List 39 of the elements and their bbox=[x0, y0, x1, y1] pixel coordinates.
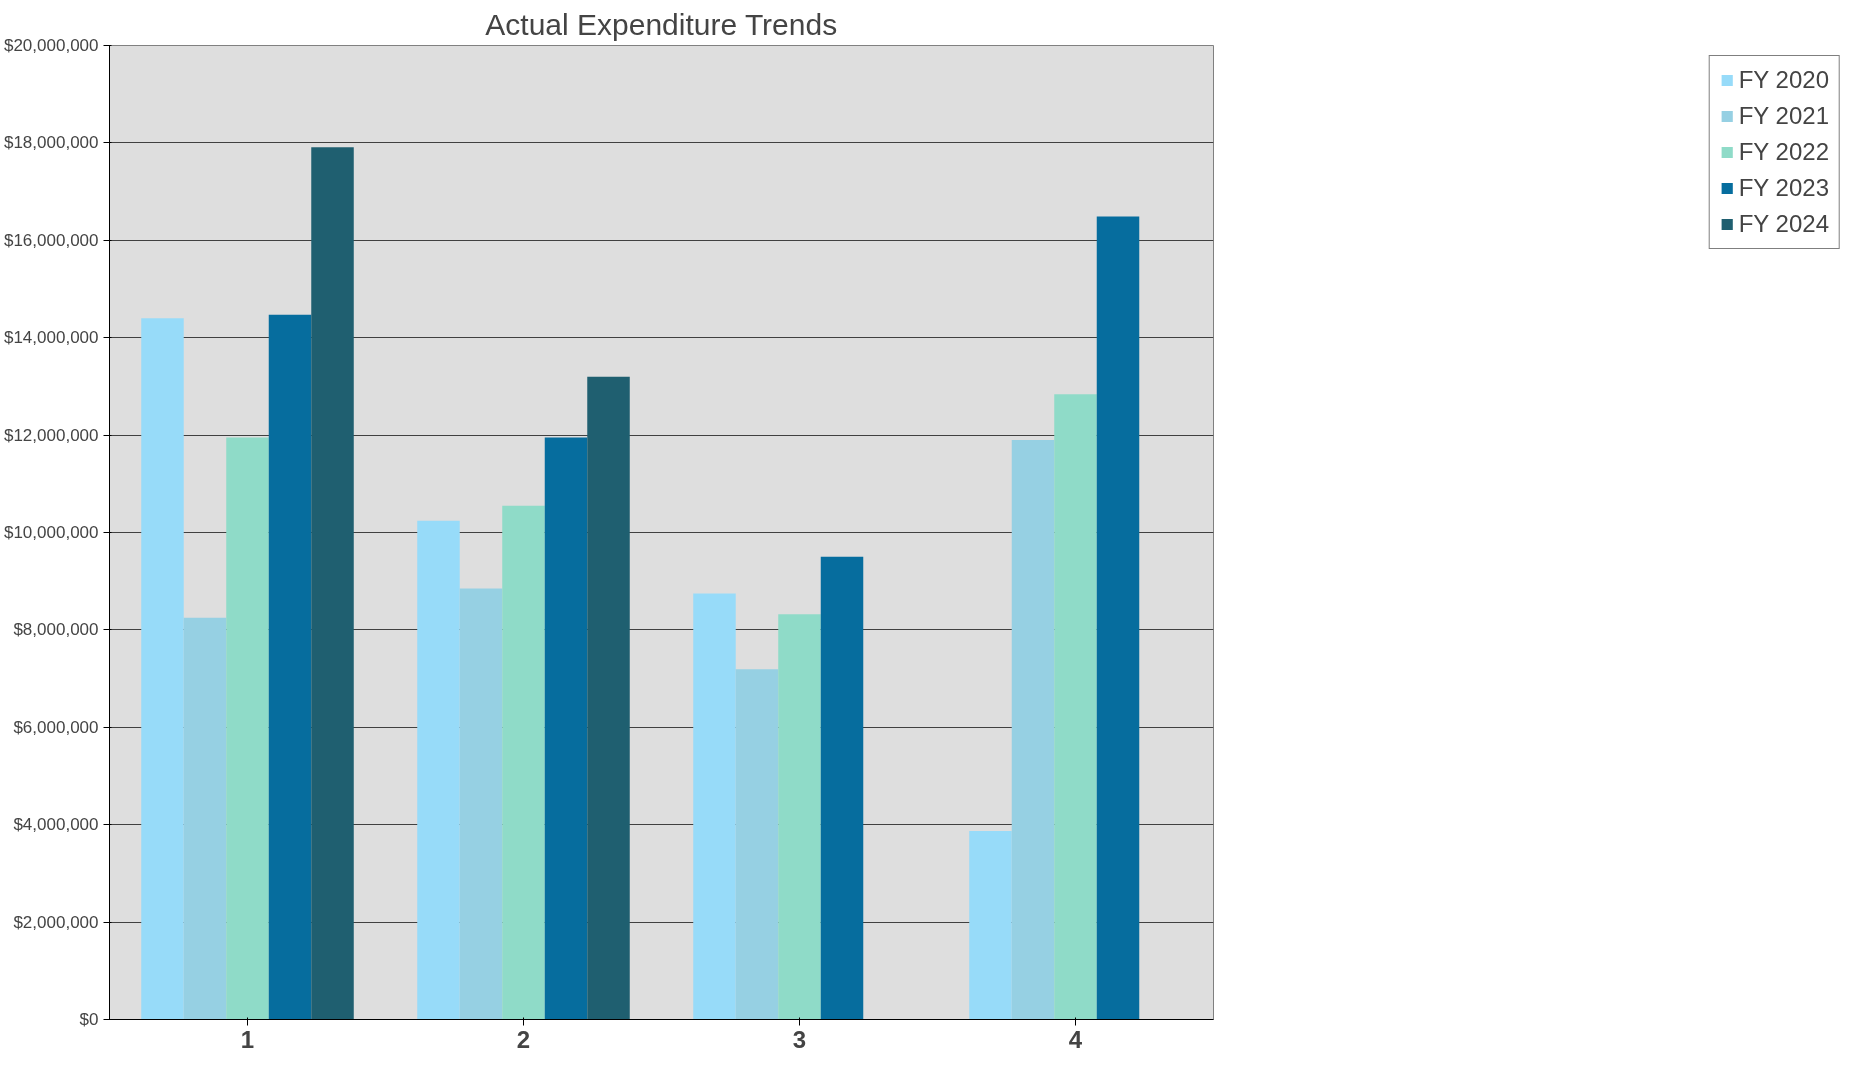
bar bbox=[183, 617, 227, 1020]
bar bbox=[311, 147, 354, 1020]
y-tick-label: $20,000,000 bbox=[3, 36, 99, 55]
y-tick-label: $0 bbox=[79, 1010, 99, 1029]
y-tick-label: $4,000,000 bbox=[13, 815, 99, 835]
bar bbox=[587, 376, 630, 1020]
bar bbox=[1054, 394, 1097, 1020]
y-tick-label: $14,000,000 bbox=[3, 328, 99, 348]
bar bbox=[502, 505, 545, 1020]
bar bbox=[459, 588, 503, 1020]
bar bbox=[969, 831, 1012, 1020]
bar bbox=[735, 669, 779, 1020]
legend-label: FY 2021 bbox=[1738, 102, 1829, 130]
bar bbox=[417, 520, 460, 1020]
x-tick-label: 1 bbox=[240, 1025, 255, 1053]
bar bbox=[141, 318, 184, 1020]
bar bbox=[820, 556, 864, 1020]
legend-label: FY 2022 bbox=[1738, 138, 1829, 166]
bar bbox=[1011, 439, 1055, 1020]
chart-title: Actual Expenditure Trends bbox=[485, 7, 838, 41]
y-tick-label: $10,000,000 bbox=[3, 523, 99, 542]
bar bbox=[544, 437, 588, 1020]
bar bbox=[693, 593, 736, 1020]
x-tick-label: 2 bbox=[516, 1025, 531, 1053]
x-tick-label: 4 bbox=[1068, 1025, 1083, 1053]
legend-label: FY 2023 bbox=[1738, 174, 1829, 202]
bar bbox=[226, 437, 269, 1020]
y-tick-label: $8,000,000 bbox=[13, 620, 99, 640]
legend-label: FY 2024 bbox=[1738, 210, 1829, 238]
legend-label: FY 2020 bbox=[1738, 66, 1829, 94]
x-tick-label: 3 bbox=[792, 1025, 807, 1053]
y-tick-label: $18,000,000 bbox=[3, 133, 99, 153]
y-tick-label: $2,000,000 bbox=[13, 912, 99, 932]
bar bbox=[778, 614, 821, 1020]
bar bbox=[1096, 216, 1140, 1020]
y-tick-label: $6,000,000 bbox=[13, 717, 99, 737]
y-tick-label: $12,000,000 bbox=[3, 425, 99, 445]
bar bbox=[268, 314, 312, 1020]
y-tick-label: $16,000,000 bbox=[3, 230, 99, 250]
